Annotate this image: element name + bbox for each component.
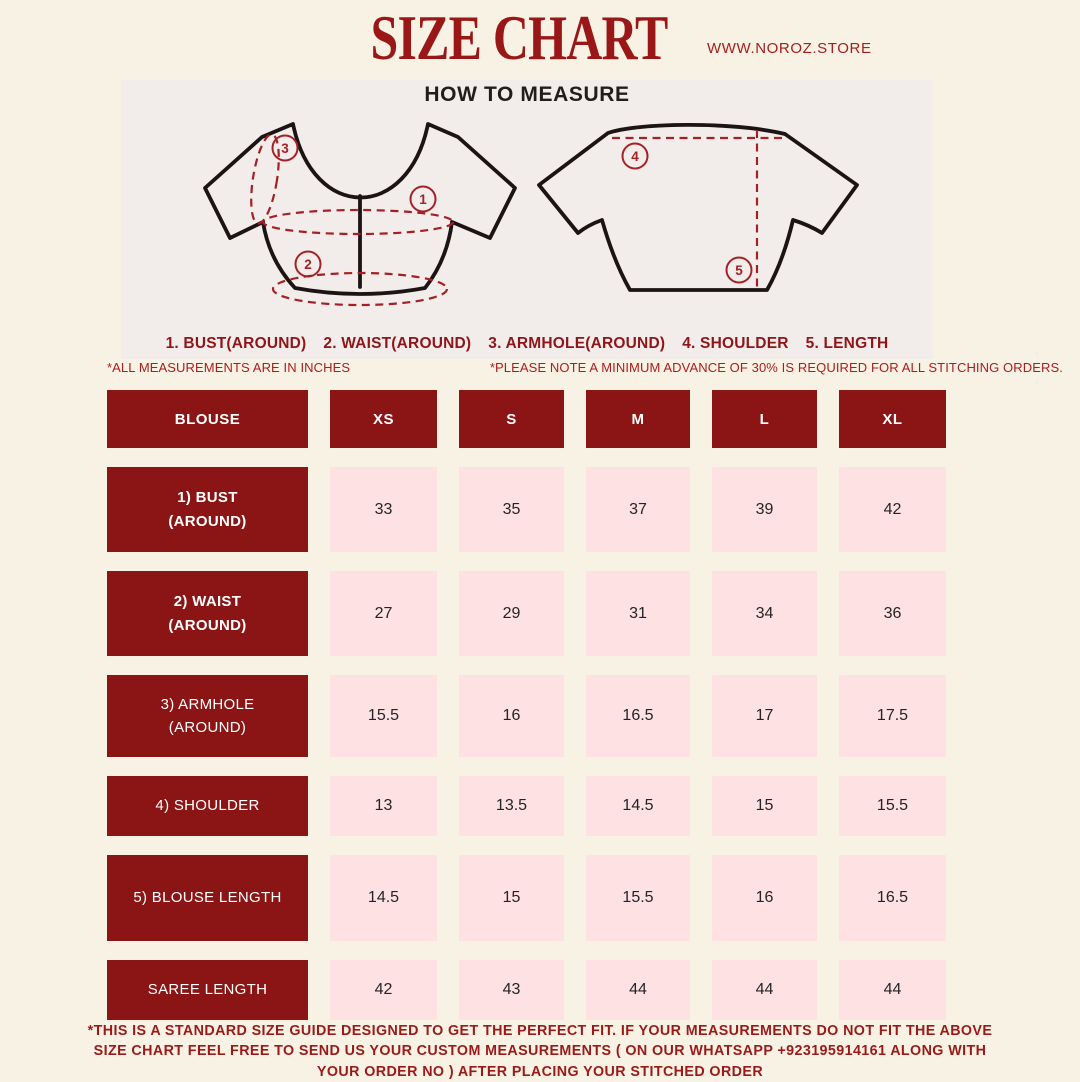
blouse-measurement-diagram: 1 2 3 4 5 xyxy=(203,122,859,307)
measure-label-armhole: 3. ARMHOLE(AROUND) xyxy=(488,335,666,352)
cell-waist-s: 29 xyxy=(459,571,564,656)
front-blouse-outline xyxy=(203,122,517,296)
cell-waist-m: 31 xyxy=(586,571,690,656)
cell-blouse-length-xl: 16.5 xyxy=(839,855,946,941)
cell-shoulder-m: 14.5 xyxy=(586,776,690,836)
cell-armhole-m: 16.5 xyxy=(586,675,690,757)
cell-saree-length-s: 43 xyxy=(459,960,564,1020)
cell-blouse-length-l: 16 xyxy=(712,855,817,941)
back-blouse-outline xyxy=(537,122,859,292)
cell-bust-xs: 33 xyxy=(330,467,437,552)
cell-waist-xs: 27 xyxy=(330,571,437,656)
measure-label-shoulder: 4. SHOULDER xyxy=(682,335,789,352)
cell-bust-m: 37 xyxy=(586,467,690,552)
cell-saree-length-m: 44 xyxy=(586,960,690,1020)
row-label-bust: 1) BUST (AROUND) xyxy=(107,467,308,552)
cell-armhole-s: 16 xyxy=(459,675,564,757)
front-measure-lines xyxy=(250,133,455,307)
cell-saree-length-xl: 44 xyxy=(839,960,946,1020)
cell-waist-xl: 36 xyxy=(839,571,946,656)
how-to-measure-panel: HOW TO MEASURE xyxy=(121,80,933,359)
measure-marker-armhole: 3 xyxy=(271,134,299,162)
measure-label-length: 5. LENGTH xyxy=(805,335,889,352)
note-advance: *PLEASE NOTE A MINIMUM ADVANCE OF 30% IS… xyxy=(489,360,1063,375)
footer-note: *THIS IS A STANDARD SIZE GUIDE DESIGNED … xyxy=(87,1023,993,1080)
svg-text:5: 5 xyxy=(735,263,743,278)
cell-armhole-l: 17 xyxy=(712,675,817,757)
cell-bust-xl: 42 xyxy=(839,467,946,552)
cell-bust-s: 35 xyxy=(459,467,564,552)
measure-marker-length: 5 xyxy=(725,256,753,284)
how-to-measure-heading: HOW TO MEASURE xyxy=(424,83,630,106)
column-header-l: L xyxy=(712,390,817,448)
notes-row: *ALL MEASUREMENTS ARE IN INCHES *PLEASE … xyxy=(107,360,1063,375)
row-label-blouse-length: 5) BLOUSE LENGTH xyxy=(107,855,308,941)
row-label-shoulder: 4) SHOULDER xyxy=(107,776,308,836)
size-table: BLOUSE XS S M L XL 1) BUST (AROUND) 33 3… xyxy=(107,390,946,1020)
cell-saree-length-xs: 42 xyxy=(330,960,437,1020)
svg-text:4: 4 xyxy=(631,149,639,164)
measure-marker-bust: 1 xyxy=(409,185,437,213)
svg-text:2: 2 xyxy=(304,257,312,272)
back-measure-lines xyxy=(612,130,785,287)
row-label-saree-length: SAREE LENGTH xyxy=(107,960,308,1020)
cell-shoulder-s: 13.5 xyxy=(459,776,564,836)
website-url: WWW.NOROZ.STORE xyxy=(707,40,872,57)
cell-saree-length-l: 44 xyxy=(712,960,817,1020)
svg-text:3: 3 xyxy=(281,141,289,156)
cell-armhole-xs: 15.5 xyxy=(330,675,437,757)
cell-waist-l: 34 xyxy=(712,571,817,656)
measure-marker-shoulder: 4 xyxy=(621,142,649,170)
svg-text:1: 1 xyxy=(419,192,427,207)
row-label-armhole: 3) ARMHOLE (AROUND) xyxy=(107,675,308,757)
cell-shoulder-xl: 15.5 xyxy=(839,776,946,836)
cell-blouse-length-xs: 14.5 xyxy=(330,855,437,941)
note-units: *ALL MEASUREMENTS ARE IN INCHES xyxy=(107,360,351,375)
measure-labels-row: 1. BUST(AROUND) 2. WAIST(AROUND) 3. ARMH… xyxy=(121,335,933,353)
cell-blouse-length-s: 15 xyxy=(459,855,564,941)
column-header-xs: XS xyxy=(330,390,437,448)
measure-marker-waist: 2 xyxy=(294,250,322,278)
column-header-xl: XL xyxy=(839,390,946,448)
cell-shoulder-l: 15 xyxy=(712,776,817,836)
cell-blouse-length-m: 15.5 xyxy=(586,855,690,941)
cell-armhole-xl: 17.5 xyxy=(839,675,946,757)
cell-bust-l: 39 xyxy=(712,467,817,552)
column-header-blouse: BLOUSE xyxy=(107,390,308,448)
row-label-waist: 2) WAIST (AROUND) xyxy=(107,571,308,656)
measure-label-bust: 1. BUST(AROUND) xyxy=(165,335,307,352)
page-title: SIZE CHART xyxy=(370,2,669,73)
column-header-s: S xyxy=(459,390,564,448)
column-header-m: M xyxy=(586,390,690,448)
cell-shoulder-xs: 13 xyxy=(330,776,437,836)
measure-label-waist: 2. WAIST(AROUND) xyxy=(323,335,472,352)
